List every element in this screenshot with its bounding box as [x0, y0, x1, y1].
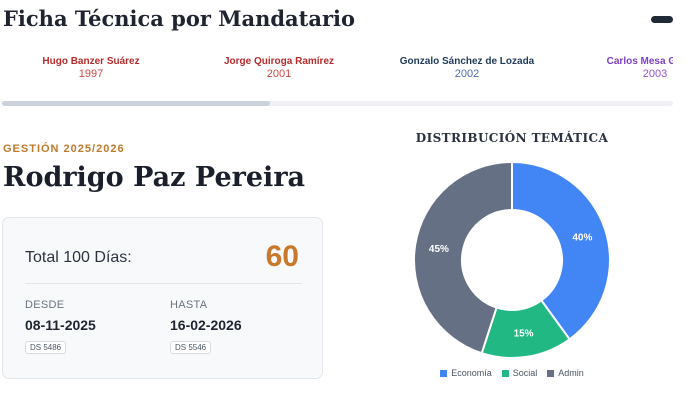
legend-swatch	[501, 369, 509, 377]
legend-swatch	[547, 369, 555, 377]
legend-label: Social	[512, 368, 538, 378]
timeline-item-name: Hugo Banzer Suárez	[42, 56, 140, 67]
to-decree-badge: DS 5546	[170, 341, 212, 354]
timeline-item-name: Gonzalo Sánchez de Lozada	[399, 56, 535, 67]
legend-item[interactable]: Admin	[547, 368, 584, 378]
menu-icon[interactable]	[651, 16, 673, 23]
page-title: Ficha Técnica por Mandatario	[3, 6, 356, 31]
summary-card: Total 100 Días: 60 DESDE 08-11-2025 DS 5…	[2, 217, 323, 379]
timeline-item-name: Carlos Mesa Gisbert	[606, 56, 673, 67]
president-name: Rodrigo Paz Pereira	[3, 162, 306, 193]
from-label: DESDE	[25, 299, 65, 311]
chart-legend: Economía Social Admin	[392, 368, 632, 378]
legend-item[interactable]: Economía	[440, 368, 492, 378]
president-timeline: Hugo Banzer Suárez 1997 Jorge Quiroga Ra…	[0, 56, 673, 90]
chart-title: DISTRIBUCIÓN TEMÁTICA	[415, 131, 609, 145]
timeline-scroll-thumb[interactable]	[2, 101, 271, 106]
timeline-item-year: 2003	[642, 68, 668, 80]
timeline-item-year: 2002	[454, 68, 480, 80]
timeline-scrollbar[interactable]	[2, 101, 673, 106]
timeline-item[interactable]: Gonzalo Sánchez de Lozada 2002	[382, 56, 552, 81]
legend-label: Admin	[558, 368, 584, 378]
card-divider	[25, 283, 302, 284]
from-decree-badge: DS 5486	[25, 341, 67, 354]
legend-label: Economía	[451, 368, 492, 378]
total-days-label: Total 100 Días:	[25, 249, 132, 266]
donut-slice-economía[interactable]	[511, 160, 611, 341]
term-label: GESTIÓN 2025/2026	[3, 143, 125, 155]
timeline-item[interactable]: Jorge Quiroga Ramírez 2001	[194, 56, 364, 81]
from-date: 08-11-2025	[25, 317, 96, 333]
timeline-item-name: Jorge Quiroga Ramírez	[223, 56, 335, 67]
donut-slice-label: 15%	[514, 329, 534, 340]
donut-slice-label: 45%	[429, 244, 449, 255]
timeline-item-year: 1997	[78, 68, 104, 80]
to-label: HASTA	[170, 299, 208, 311]
timeline-item[interactable]: Carlos Mesa Gisbert 2003	[570, 56, 673, 81]
donut-slice-admin[interactable]	[413, 160, 513, 355]
donut-slice-label: 40%	[572, 233, 592, 244]
distribution-donut-chart: 40% 15% 45%	[413, 160, 611, 359]
timeline-item[interactable]: Hugo Banzer Suárez 1997	[6, 56, 176, 81]
timeline-item-year: 2001	[266, 68, 292, 80]
total-days-value: 60	[265, 240, 299, 273]
from-column: DESDE 08-11-2025 DS 5486	[25, 299, 96, 355]
to-column: HASTA 16-02-2026 DS 5546	[170, 299, 242, 355]
legend-item[interactable]: Social	[501, 368, 538, 378]
to-date: 16-02-2026	[170, 317, 242, 333]
legend-swatch	[440, 369, 448, 377]
